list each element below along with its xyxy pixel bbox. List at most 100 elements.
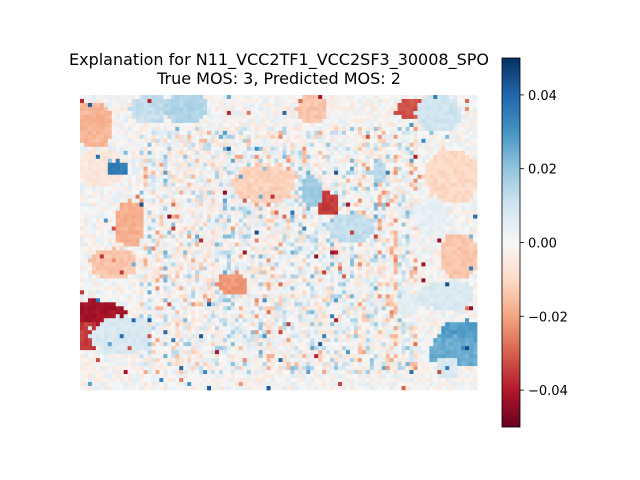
heatmap-cell — [445, 154, 450, 160]
heatmap-cell — [306, 142, 311, 148]
heatmap-cell — [163, 186, 168, 192]
heatmap-cell — [87, 118, 93, 124]
heatmap-cell — [421, 210, 426, 215]
heatmap-cell — [163, 230, 168, 235]
heatmap-cell — [143, 290, 148, 295]
heatmap-cell — [393, 218, 398, 223]
heatmap-cell — [242, 282, 248, 287]
heatmap-cell — [131, 202, 136, 207]
heatmap-cell — [298, 158, 303, 164]
heatmap-cell — [413, 182, 418, 188]
heatmap-cell — [191, 258, 196, 263]
heatmap-cell — [465, 202, 470, 207]
heatmap-cell — [127, 146, 132, 152]
heatmap-cell — [254, 282, 259, 287]
heatmap-cell — [421, 242, 426, 247]
heatmap-cell — [147, 95, 152, 100]
heatmap-cell — [353, 134, 359, 140]
heatmap-cell — [179, 206, 184, 211]
heatmap-cell — [119, 202, 125, 207]
heatmap-cell — [254, 266, 259, 271]
heatmap-cell — [365, 230, 371, 235]
heatmap-cell — [469, 226, 474, 231]
heatmap-cell — [381, 182, 387, 188]
heatmap-cell — [103, 210, 109, 215]
heatmap-cell — [465, 182, 470, 188]
heatmap-cell — [465, 282, 470, 287]
heatmap-cell — [95, 142, 101, 148]
heatmap-cell — [278, 150, 283, 156]
heatmap-cell — [99, 214, 105, 219]
heatmap-cell — [318, 266, 323, 271]
heatmap-cell — [278, 186, 283, 192]
heatmap-cell — [151, 214, 156, 219]
heatmap-cell — [437, 230, 442, 235]
heatmap-cell — [385, 122, 391, 128]
heatmap-cell — [429, 178, 434, 184]
heatmap-cell — [465, 222, 470, 227]
heatmap-cell — [131, 158, 136, 164]
heatmap-cell — [191, 290, 196, 295]
heatmap-cell — [135, 106, 140, 112]
heatmap-cell — [322, 110, 327, 116]
heatmap-cell — [409, 206, 414, 211]
heatmap-cell — [405, 270, 410, 275]
heatmap-cell — [469, 182, 474, 188]
heatmap-cell — [254, 126, 259, 132]
heatmap-cell — [127, 114, 132, 120]
heatmap-cell — [207, 110, 212, 116]
heatmap-cell — [377, 126, 383, 132]
heatmap-cell — [373, 266, 379, 271]
heatmap-cell — [242, 286, 248, 291]
heatmap-cell — [143, 150, 148, 156]
heatmap-cell — [314, 266, 319, 271]
heatmap-cell — [203, 170, 208, 176]
heatmap-cell — [80, 266, 85, 271]
heatmap-cell — [373, 234, 379, 239]
heatmap-cell — [107, 166, 113, 172]
heatmap-cell — [203, 134, 208, 140]
heatmap-cell — [278, 242, 283, 247]
heatmap-cell — [230, 158, 236, 164]
heatmap-cell — [203, 230, 208, 235]
heatmap-cell — [226, 122, 232, 128]
heatmap-cell — [381, 242, 387, 247]
heatmap-cell — [330, 274, 335, 279]
heatmap-cell — [330, 202, 335, 207]
heatmap-cell — [179, 138, 184, 144]
heatmap-cell — [95, 222, 101, 227]
heatmap-cell — [306, 154, 311, 160]
heatmap-cell — [238, 122, 244, 128]
heatmap-cell — [95, 118, 101, 124]
heatmap-cell — [143, 202, 148, 207]
heatmap-cell — [123, 214, 128, 219]
heatmap-cell — [95, 95, 101, 100]
heatmap-cell — [453, 270, 458, 275]
heatmap-cell — [278, 198, 283, 203]
heatmap-cell — [266, 146, 271, 152]
heatmap-cell — [246, 166, 252, 172]
heatmap-cell — [457, 206, 462, 211]
heatmap-cell — [421, 174, 426, 180]
heatmap-cell — [230, 270, 236, 275]
heatmap-cell — [429, 210, 434, 215]
heatmap-cell — [290, 262, 295, 267]
heatmap-cell — [139, 166, 144, 172]
heatmap-cell — [214, 282, 220, 287]
heatmap-cell — [123, 178, 128, 184]
heatmap-cell — [294, 258, 299, 263]
heatmap-cell — [393, 134, 398, 140]
heatmap-cell — [409, 246, 414, 251]
heatmap-cell — [183, 138, 188, 144]
heatmap-cell — [437, 130, 442, 136]
heatmap-cell — [286, 222, 291, 227]
heatmap-cell — [457, 190, 462, 196]
heatmap-cell — [389, 230, 394, 235]
heatmap-cell — [318, 114, 323, 120]
heatmap-cell — [334, 186, 339, 192]
heatmap-cell — [183, 98, 188, 104]
heatmap-cell — [254, 106, 259, 112]
heatmap-cell — [218, 166, 224, 172]
heatmap-cell — [357, 122, 363, 128]
heatmap-cell — [179, 250, 184, 255]
